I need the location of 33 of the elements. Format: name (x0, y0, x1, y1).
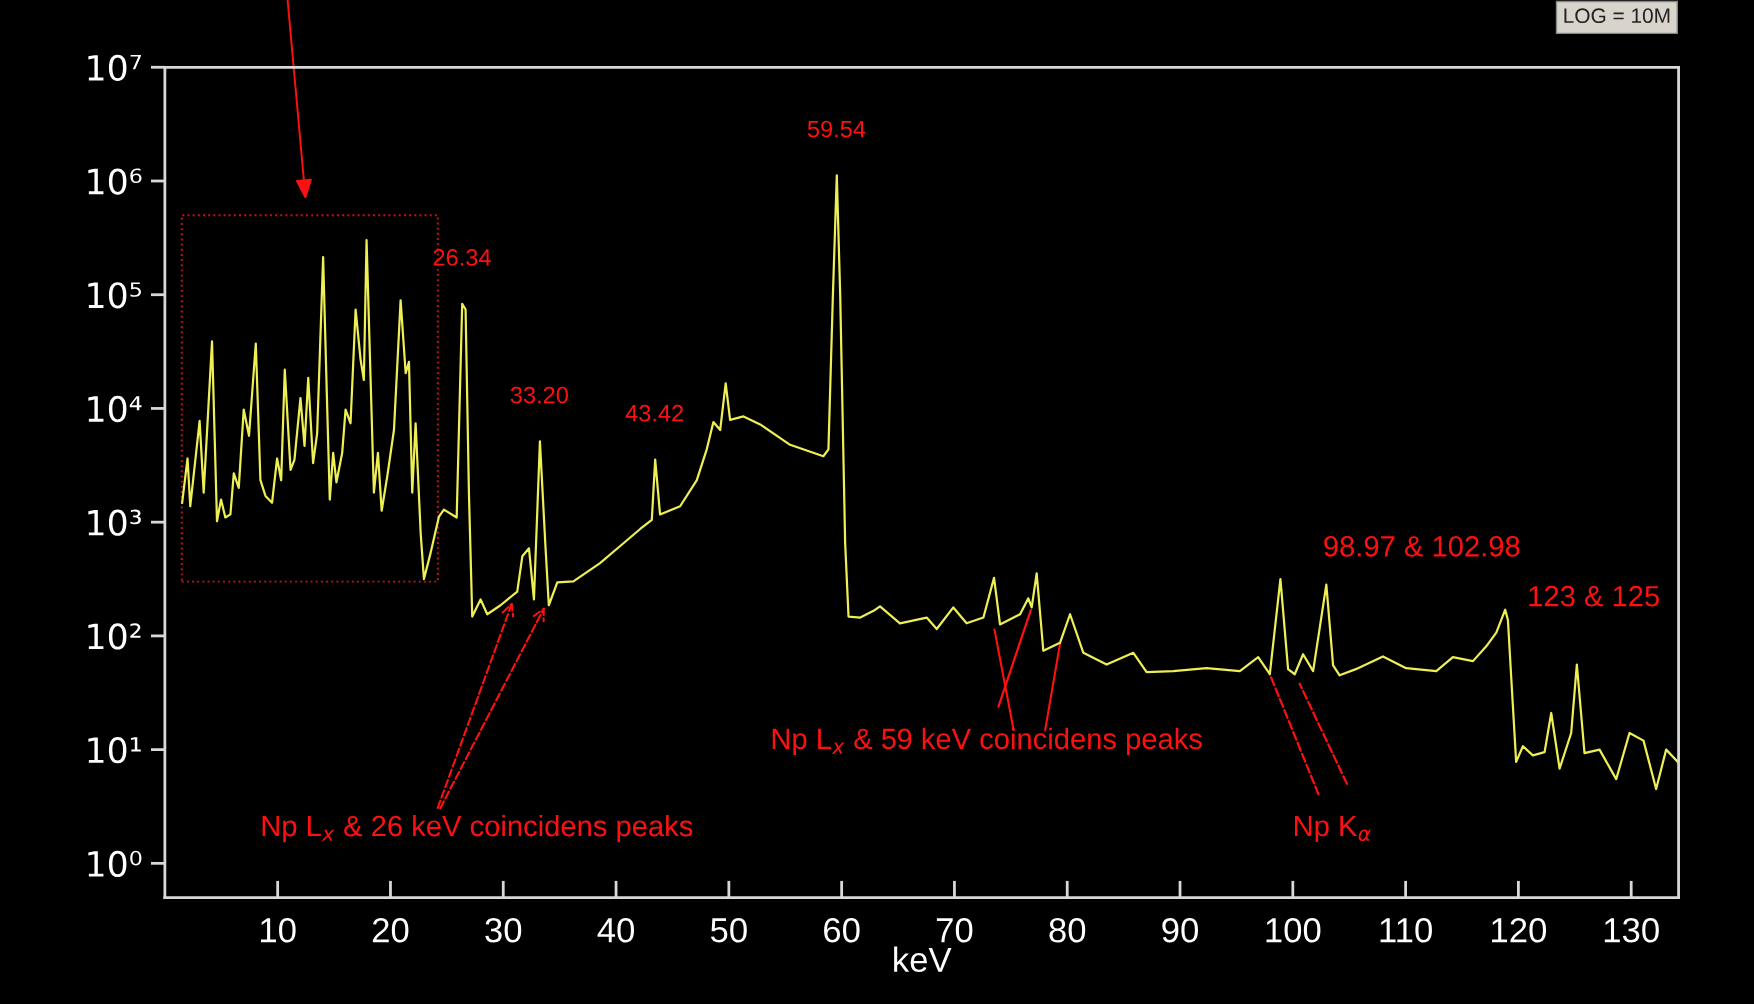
annotation: 33.20 (510, 386, 568, 404)
x-tick-label: 20 (372, 917, 409, 943)
x-tick-label: 60 (824, 917, 860, 943)
annotation: 98.97 & 102.98 (1324, 536, 1520, 557)
x-tick-label: 100 (1266, 917, 1321, 943)
annotation: Np L$_{x}$ & 59 keV coincidens peaks (772, 727, 1202, 755)
annotation: 59.54 (807, 120, 866, 138)
x-tick-label: 120 (1492, 917, 1547, 943)
x-tick-label: 90 (1162, 917, 1198, 943)
x-tick-label: 40 (597, 917, 635, 943)
y-tick-label: 10⁴ (88, 395, 142, 423)
x-tick-label: 80 (1049, 917, 1086, 943)
y-tick-label: 10³ (88, 509, 141, 536)
x-tick-label: 10 (261, 917, 296, 943)
y-tick-label: 10² (88, 623, 141, 650)
y-tick-label: 10⁰ (88, 850, 142, 878)
x-tick-label: 130 (1604, 917, 1659, 943)
y-tick-label: 10⁵ (88, 282, 141, 309)
y-tick-label: 10¹ (88, 737, 141, 764)
annotation: 26.34 (433, 249, 491, 266)
y-tick-label: 10⁶ (88, 168, 142, 195)
x-tick-label: 110 (1380, 917, 1432, 943)
x-axis-title: keV (894, 946, 952, 973)
x-tick-label: 50 (710, 917, 747, 943)
y-tick-label: 10⁷ (88, 54, 142, 81)
x-tick-label: 70 (936, 917, 973, 943)
x-tick-label: 30 (485, 917, 522, 943)
line-series (181, 174, 1679, 791)
annotation: Np K$_{α}$ (1294, 816, 1371, 843)
text: LOG = 10M (1564, 8, 1670, 24)
annotation: 43.42 (625, 404, 683, 422)
annotation: Np L$_{x}$ & 26 keV coincidens peaks (262, 814, 693, 843)
annotation: 123 & 125 (1529, 585, 1659, 607)
